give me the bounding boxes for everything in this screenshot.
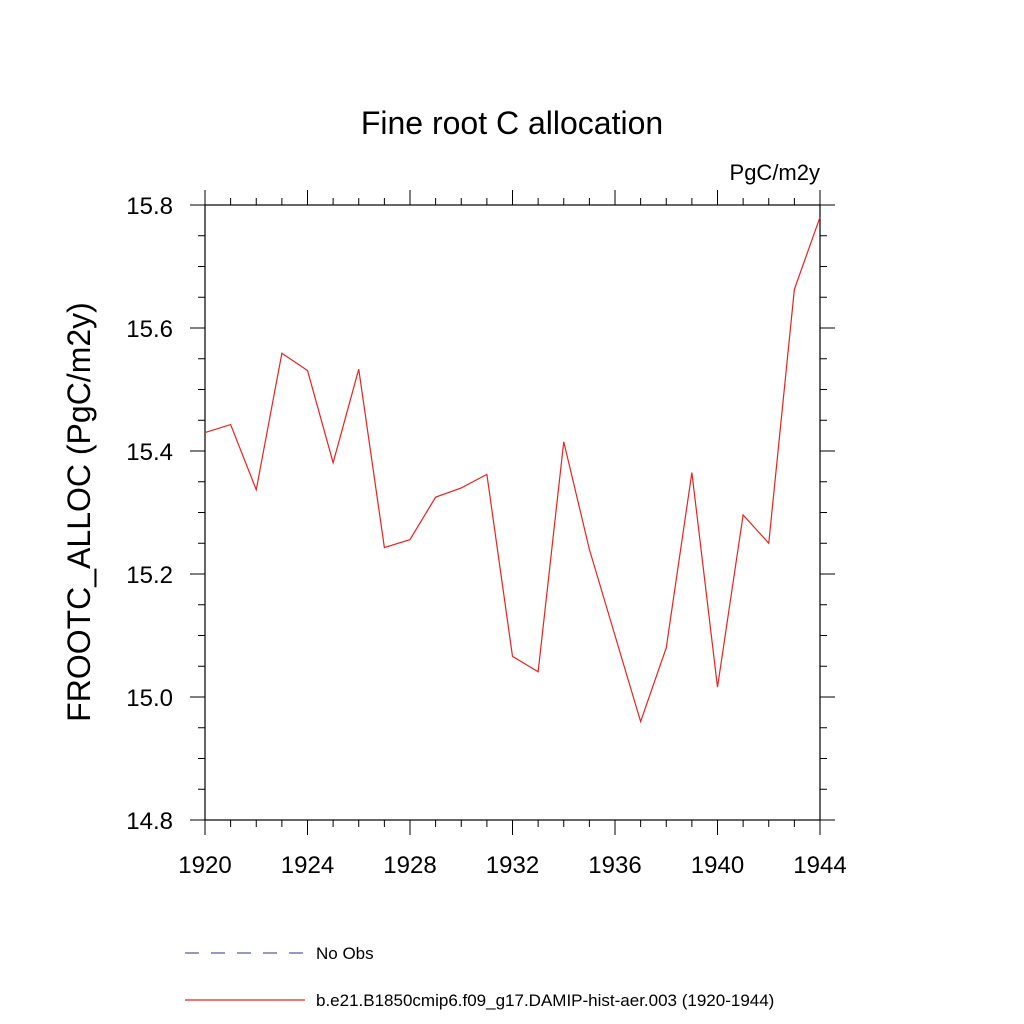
x-tick-labels: 1920 1924 1928 1932 1936 1940 1944 [178, 852, 846, 879]
y-tick-label: 15.0 [126, 685, 173, 712]
axis-ticks [190, 190, 835, 835]
legend: No Obs b.e21.B1850cmip6.f09_g17.DAMIP-hi… [185, 944, 774, 1010]
y-tick-label: 15.6 [126, 316, 173, 343]
series-layer [204, 217, 821, 724]
x-tick-label: 1936 [588, 852, 641, 879]
y-tick-label: 15.4 [126, 439, 173, 466]
x-tick-label: 1932 [486, 852, 539, 879]
x-tick-label: 1940 [691, 852, 744, 879]
y-tick-label: 15.8 [126, 193, 173, 220]
series-line [204, 217, 821, 724]
legend-label-series: b.e21.B1850cmip6.f09_g17.DAMIP-hist-aer.… [316, 991, 774, 1010]
legend-label-no-obs: No Obs [316, 944, 374, 963]
chart-title: Fine root C allocation [361, 105, 663, 141]
plot-frame [204, 204, 821, 821]
y-axis-label: FROOTC_ALLOC (PgC/m2y) [61, 302, 97, 722]
x-tick-label: 1920 [178, 852, 231, 879]
x-tick-label: 1924 [281, 852, 334, 879]
units-label: PgC/m2y [730, 160, 820, 185]
y-tick-labels: 14.8 15.0 15.2 15.4 15.6 15.8 [126, 193, 173, 835]
y-tick-label: 14.8 [126, 808, 173, 835]
x-tick-label: 1944 [793, 852, 846, 879]
y-tick-label: 15.2 [126, 562, 173, 589]
x-tick-label: 1928 [383, 852, 436, 879]
